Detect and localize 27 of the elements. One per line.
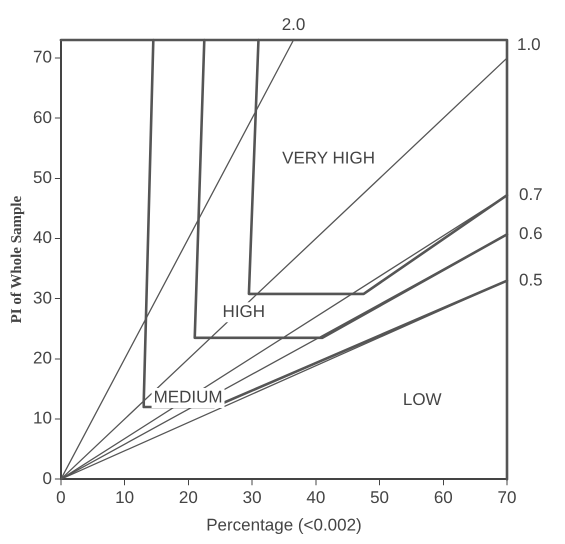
annotation: LOW [402,390,442,409]
annotation: HIGH [222,302,266,321]
x-tick-label: 0 [56,488,66,508]
series-label: 0.7 [519,184,543,204]
y-tick-label: 20 [32,348,52,368]
x-axis-title: Percentage (<0.002) [206,515,362,534]
y-tick-label: 0 [42,468,52,488]
x-tick-label: 10 [115,488,134,508]
series-label: 0.6 [519,224,543,244]
x-tick-label: 30 [242,488,262,508]
x-tick-label: 70 [498,488,516,508]
x-tick-label: 20 [178,488,198,508]
x-tick-label: 40 [306,488,326,508]
series-label: 2.0 [282,15,306,34]
y-tick-label: 30 [32,288,52,308]
y-tick-label: 10 [32,408,52,428]
series-label: 1.0 [517,35,541,54]
annotation: VERY HIGH [282,148,376,168]
y-tick-label: 70 [32,48,52,67]
series-label: 0.5 [519,270,543,290]
y-axis-title: PI of Whole Sample [8,195,25,324]
y-tick-label: 60 [32,108,52,127]
annotation: MEDIUM [154,388,223,407]
y-tick-label: 50 [32,168,52,188]
x-tick-label: 50 [370,488,390,508]
y-tick-label: 40 [32,228,52,248]
x-tick-label: 60 [434,488,453,508]
